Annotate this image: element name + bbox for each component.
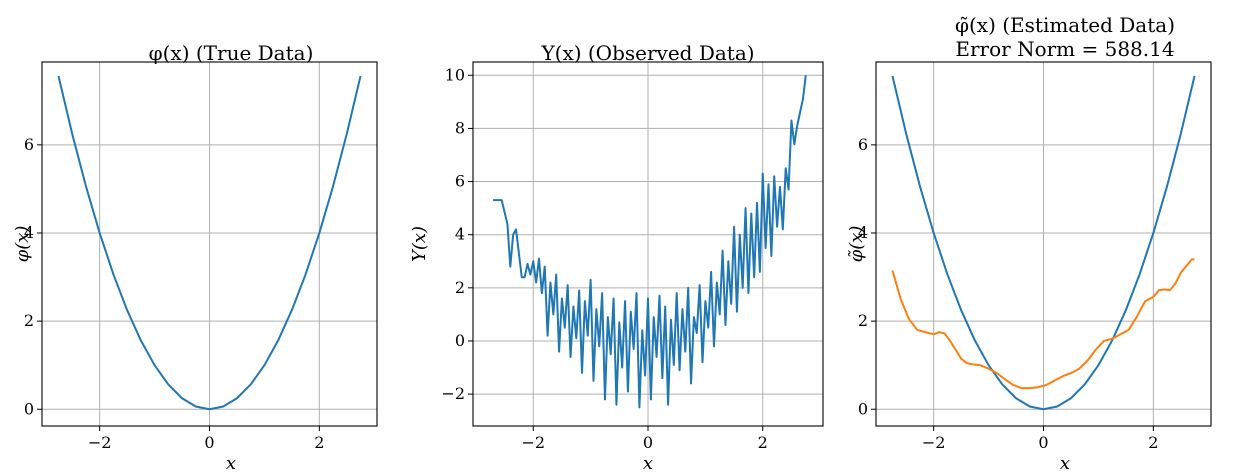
y-axis-label: φ(x): [12, 226, 33, 263]
y-tick-label: 10: [445, 65, 465, 84]
y-tick-label: 0: [858, 399, 868, 418]
x-tick-label: −2: [922, 433, 946, 452]
y-axis-label: φ̃(x): [846, 226, 867, 263]
x-tick-label: −2: [521, 433, 545, 452]
series-layer: [891, 75, 1196, 411]
x-tick-label: 0: [643, 433, 653, 452]
x-tick-label: 2: [1148, 433, 1158, 452]
chart-title: φ̃(x) (Estimated Data): [955, 13, 1175, 37]
y-tick-label: 2: [24, 311, 34, 330]
series-layer: [493, 75, 807, 409]
y-tick-label: −2: [441, 384, 465, 403]
ticks: −2 0 2 0 2 4 6: [858, 135, 1159, 452]
x-tick-label: 0: [204, 433, 214, 452]
y-tick-label: 4: [455, 225, 465, 244]
plot-area-2: −2 0 2 −2 0 2 4 6 8 10: [441, 61, 824, 452]
chart-subtitle: Error Norm = 588.14: [955, 37, 1174, 61]
ticks: −2 0 2 −2 0 2 4 6 8 10: [441, 65, 767, 452]
y-tick-label: 6: [24, 135, 34, 154]
plot-area-3: −2 0 2 0 2 4 6: [858, 61, 1212, 452]
y-tick-label: 2: [455, 278, 465, 297]
series-line-1: [57, 75, 362, 411]
x-tick-label: −2: [88, 433, 112, 452]
y-tick-label: 2: [858, 311, 868, 330]
chart-title: Y(x) (Observed Data): [540, 41, 754, 65]
plot-area-1: −2 0 2 0 2 4 6: [24, 61, 378, 452]
y-axis-label: Y(x): [409, 226, 430, 262]
panel-observed-data: Y(x) (Observed Data) −2 0 2 −2 0 2 4 6 8 10 x Y(x…: [409, 41, 824, 473]
x-tick-label: 0: [1038, 433, 1048, 452]
chart-title: φ(x) (True Data): [149, 41, 314, 65]
y-tick-label: 6: [858, 135, 868, 154]
ticks: −2 0 2 0 2 4 6: [24, 135, 325, 452]
grid: [42, 62, 377, 426]
y-tick-label: 4: [24, 223, 34, 242]
series-layer: [57, 75, 362, 411]
y-tick-label: 4: [858, 223, 868, 242]
x-axis-label: x: [1060, 453, 1070, 473]
series-line-1: [891, 75, 1196, 411]
y-tick-label: 8: [455, 118, 465, 137]
panel-estimated-data: φ̃(x) (Estimated Data) Error Norm = 588.…: [846, 13, 1212, 473]
grid: [876, 62, 1211, 426]
panel-true-data: φ(x) (True Data) −2 0 2 0 2 4 6 x φ(x): [12, 41, 378, 473]
x-tick-label: 2: [314, 433, 324, 452]
x-tick-label: 2: [758, 433, 768, 452]
x-axis-label: x: [643, 453, 653, 473]
y-tick-label: 0: [455, 331, 465, 350]
y-tick-label: 6: [455, 172, 465, 191]
grid: [473, 62, 823, 426]
y-tick-label: 0: [24, 399, 34, 418]
x-axis-label: x: [226, 453, 236, 473]
series-line-1: [493, 75, 807, 409]
series-line-2: [891, 258, 1195, 390]
